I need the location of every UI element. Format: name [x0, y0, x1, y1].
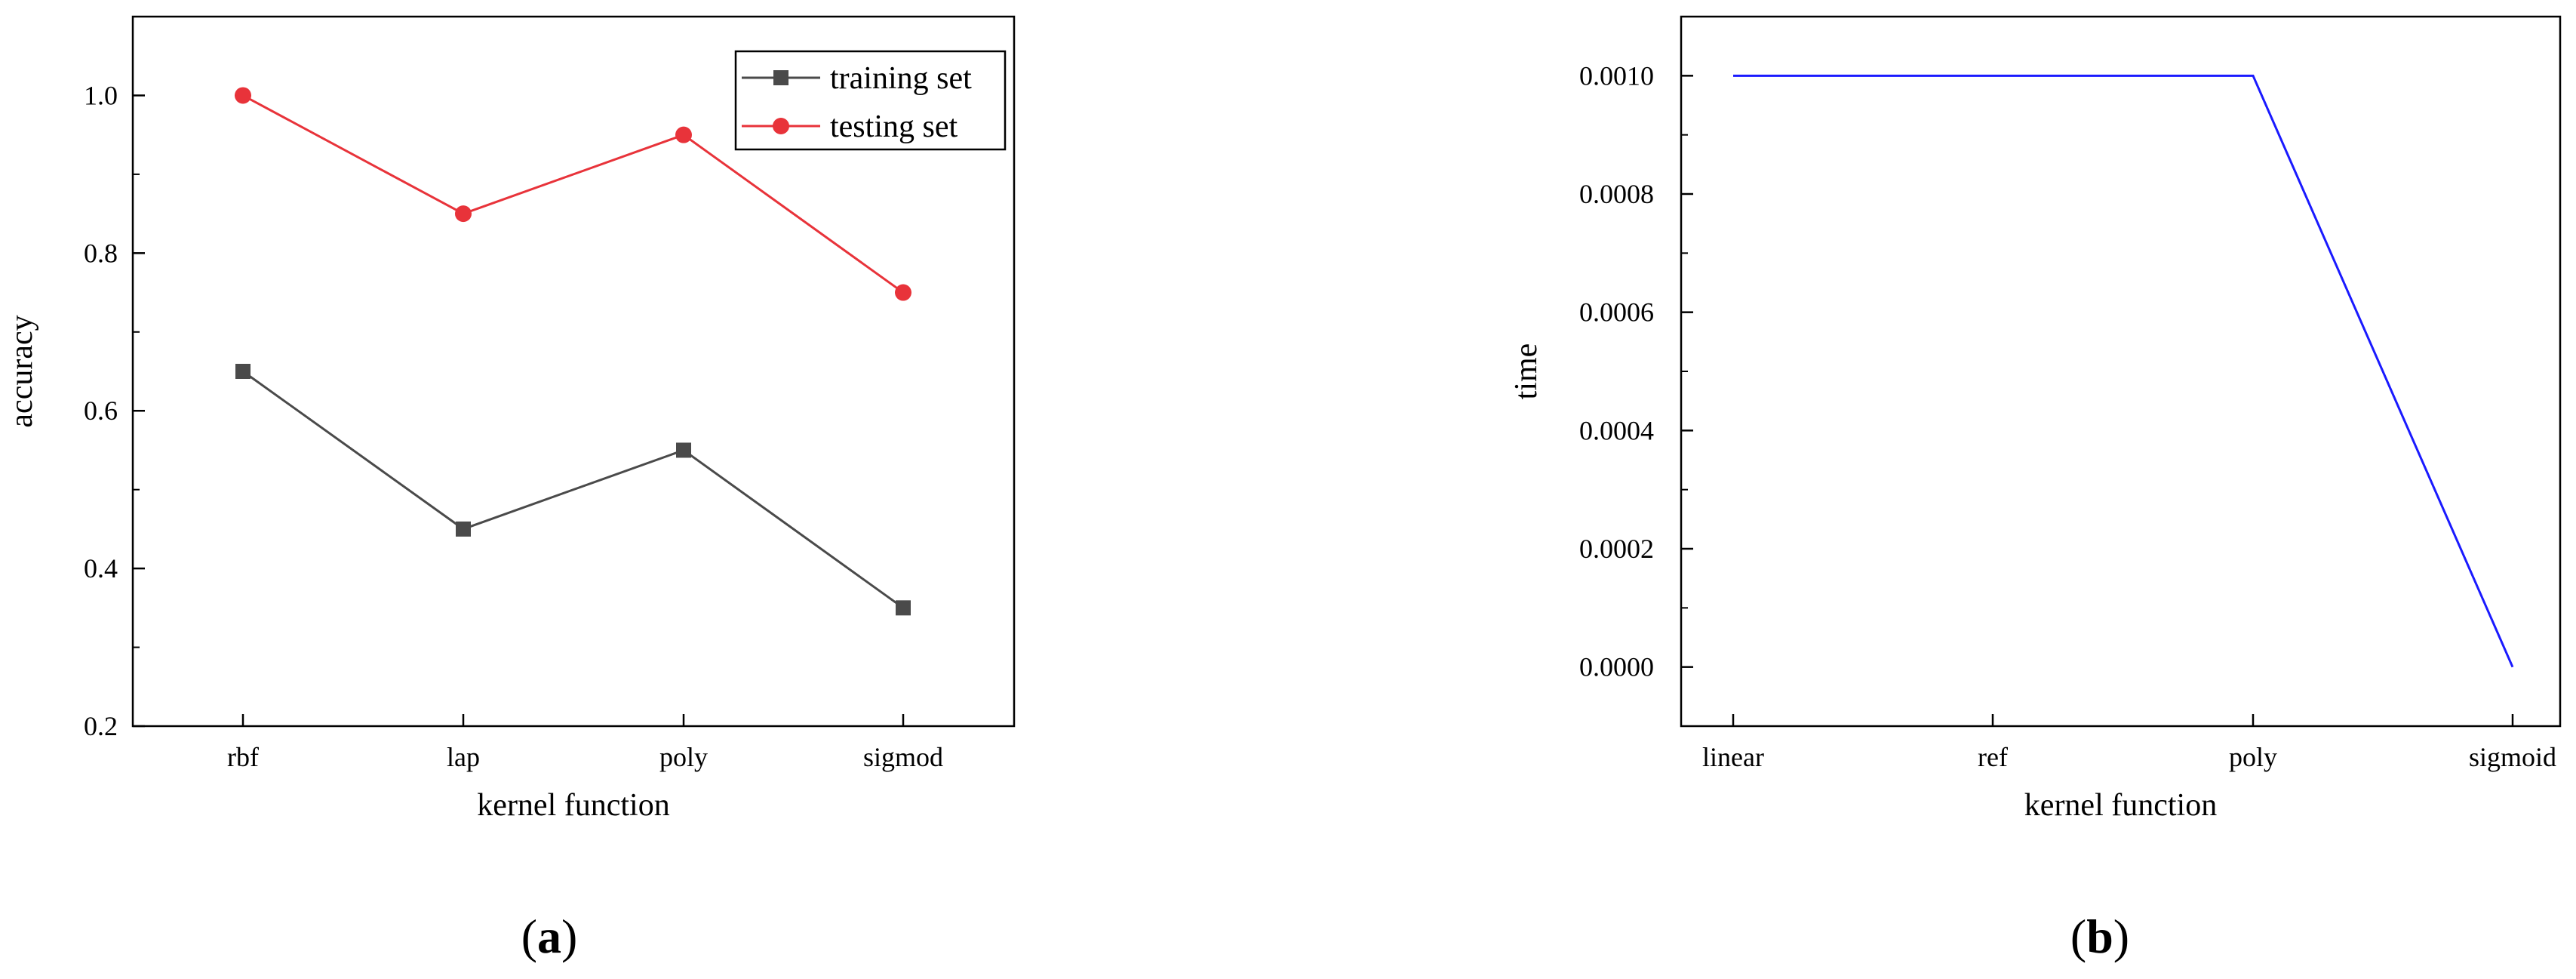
legend-label: training set [830, 61, 972, 96]
legend-marker [773, 118, 789, 134]
y-tick-label: 1.0 [84, 80, 118, 110]
series-line-series-0 [1733, 74, 2514, 668]
x-tick-label: rbf [227, 742, 259, 772]
y-tick-label: 0.0004 [1579, 415, 1654, 445]
legend: training set testing set [734, 50, 1007, 151]
y-tick-label: 0.0006 [1579, 297, 1654, 328]
x-tick-label: sigmoid [2469, 742, 2556, 772]
data-point [895, 284, 911, 301]
y-tick-label: 0.8 [84, 238, 118, 268]
legend-marker [773, 70, 788, 85]
plot-frame [131, 15, 1016, 728]
x-tick-label: ref [1978, 742, 2008, 772]
x-tick-label: sigmod [863, 742, 943, 772]
data-point [235, 364, 251, 379]
x-tick-label: lap [447, 742, 480, 772]
data-point [896, 600, 911, 616]
x-axis-title: kernel function [477, 788, 669, 823]
y-tick-label: 0.0000 [1579, 652, 1654, 682]
x-axis-title: kernel function [2024, 788, 2217, 823]
data-point [676, 442, 691, 458]
y-axis-title: accuracy [5, 315, 39, 427]
x-tick-label: linear [1702, 742, 1764, 772]
data-point [455, 205, 472, 223]
series-line-testing-set [242, 94, 904, 294]
x-tick-label: poly [2229, 742, 2277, 772]
chart-panel-a: 0.2 0.4 0.6 0.8 1.0 rbf lap poly sigmod kernel fu… [5, 15, 1016, 963]
y-tick-label: 0.6 [84, 396, 118, 426]
data-point [675, 126, 692, 143]
y-tick-label: 0.0002 [1579, 534, 1654, 564]
panel-label: (b) [2070, 910, 2129, 963]
y-tick-label: 0.4 [84, 553, 118, 583]
data-point [456, 521, 471, 537]
x-tick-label: poly [659, 742, 708, 772]
y-tick-label: 0.0008 [1579, 179, 1654, 209]
legend-label: testing set [830, 109, 958, 144]
chart-panel-b: 0.0000 0.0002 0.0004 0.0006 0.0008 0.0010 line… [1509, 15, 2562, 963]
y-tick-label: 0.0010 [1579, 60, 1654, 91]
y-tick-label: 0.2 [84, 711, 118, 741]
plot-frame [1680, 15, 2562, 728]
data-point [235, 87, 251, 104]
y-axis-title: time [1509, 343, 1544, 400]
panel-label: (a) [521, 910, 578, 963]
series-line-training-set [242, 370, 904, 609]
